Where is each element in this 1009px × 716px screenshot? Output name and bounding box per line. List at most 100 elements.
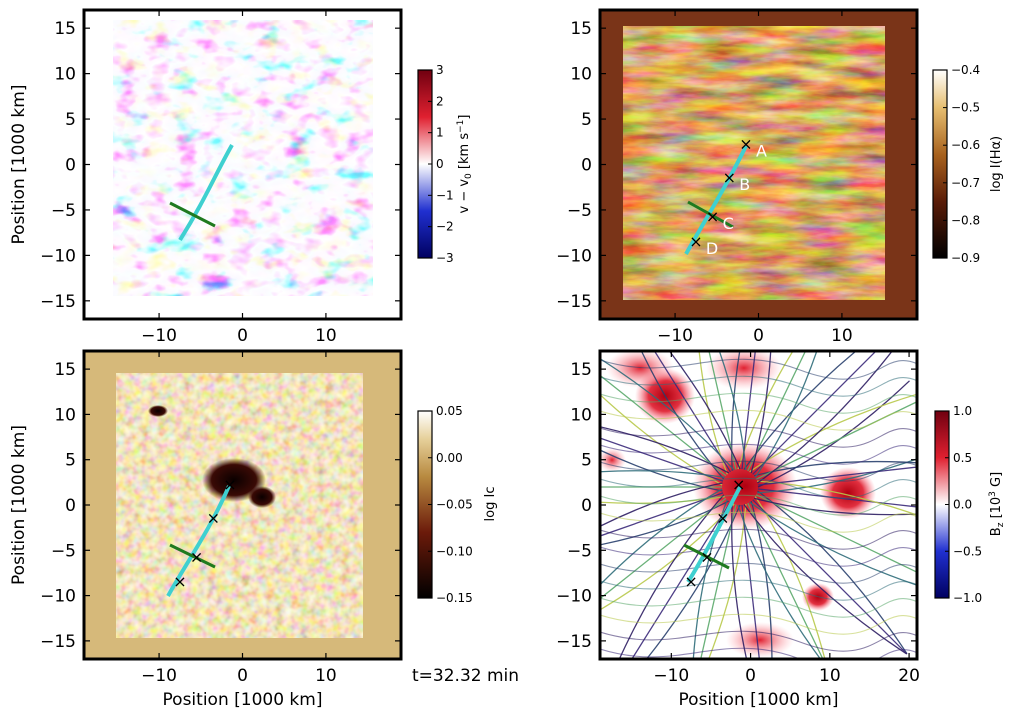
continuum-sunspot (202, 458, 266, 502)
y-tick-label: −10 (556, 246, 592, 266)
field-line (692, 499, 728, 659)
x-axis-label: Position [1000 km] (163, 690, 323, 710)
time-label: t=32.32 min (412, 666, 519, 686)
doppler-slit-line (178, 144, 234, 242)
field-line (640, 351, 725, 480)
colorbar-tick-label: 0.05 (436, 404, 463, 418)
colorbar-tick-label: 1.0 (953, 404, 972, 418)
x-tick-label: 10 (831, 326, 853, 346)
field-line (737, 504, 822, 659)
colorbar-tick-label: 3 (436, 63, 444, 77)
bz-colorbar: 1.0 0.5 0.0 −0.5 −1.0 Bz [103 G] (934, 404, 1006, 605)
continuum-axes: −10 0 10 15 10 5 0 −5 −10 −15 Position [1000 km] Po… (9, 351, 401, 710)
x-tick-label: −10 (653, 666, 689, 686)
x-tick-label: 10 (819, 666, 841, 686)
field-line (600, 545, 917, 567)
field-line (631, 501, 731, 659)
field-line (600, 596, 917, 618)
y-tick-label: 0 (581, 496, 592, 516)
field-line (750, 351, 772, 474)
doppler-cut-line (169, 201, 216, 228)
field-line (755, 494, 917, 573)
y-tick-label: −15 (556, 632, 592, 652)
slit-marker-cross: × (173, 572, 186, 591)
colorbar-tick-label: −1 (436, 188, 454, 202)
colorbar-tick-label: −0.7 (951, 176, 980, 190)
bz-slit-markers: ×××× (684, 475, 745, 591)
field-line (741, 351, 756, 470)
field-line (600, 579, 917, 601)
field-line (600, 460, 917, 482)
field-line (600, 495, 725, 504)
colorbar-tick-label: 0 (436, 157, 444, 171)
field-line (600, 449, 723, 492)
colorbar-tick-label: −0.9 (951, 251, 980, 265)
field-line (757, 490, 908, 655)
colorbar-tick-label: −0.8 (951, 213, 980, 227)
y-tick-label: 15 (570, 19, 592, 39)
x-tick-label: −10 (141, 326, 177, 346)
y-tick-label: −15 (556, 292, 592, 312)
colorbar-tick-label: −0.15 (436, 591, 473, 605)
slit-marker-label: B (739, 175, 750, 194)
y-tick-label: 0 (581, 156, 592, 176)
field-line (749, 501, 917, 586)
field-line (600, 503, 735, 611)
y-tick-label: 0 (65, 496, 76, 516)
field-line (757, 488, 917, 508)
slit-marker-label: A (756, 142, 767, 161)
colorbar-tick-label: 0.00 (436, 451, 463, 465)
field-line (600, 470, 725, 479)
x-tick-label: 0 (237, 666, 248, 686)
y-tick-label: 5 (581, 110, 592, 130)
slit-marker-cross: × (723, 168, 736, 187)
continuum-map-image (116, 373, 363, 638)
continuum-slit-markers: ×××× (173, 475, 236, 591)
y-tick-label: 10 (570, 405, 592, 425)
field-line (749, 393, 917, 473)
y-tick-label: 5 (65, 110, 76, 130)
continuum-colorbar-label: log Ic (483, 487, 498, 522)
colorbar-tick-label: −1.0 (953, 591, 982, 605)
y-tick-label: −5 (567, 201, 592, 221)
x-tick-label: 0 (745, 666, 756, 686)
field-line (600, 511, 917, 533)
y-tick-label: −10 (556, 587, 592, 607)
field-line (600, 357, 735, 471)
x-tick-label: −10 (657, 326, 693, 346)
y-tick-label: 10 (54, 405, 76, 425)
doppler-colorbar-label: v − v0 [km s−1] (456, 115, 474, 214)
slit-marker-label: D (706, 239, 718, 258)
field-line (731, 503, 748, 659)
x-tick-label: 10 (315, 666, 337, 686)
field-line (600, 426, 730, 474)
slit-marker-cross: × (689, 232, 702, 251)
field-line (754, 351, 818, 478)
y-tick-label: −5 (51, 201, 76, 221)
field-line (731, 351, 741, 471)
halpha-axes: −10 0 10 15 10 5 0 −5 −10 −15 (556, 10, 917, 346)
colorbar-tick-label: 2 (436, 94, 444, 108)
slit-marker-cross: × (732, 475, 745, 494)
colorbar-tick-label: 0.5 (953, 451, 972, 465)
y-tick-label: −5 (567, 541, 592, 561)
field-line (600, 437, 724, 482)
field-line (618, 494, 725, 659)
halpha-slit-line (684, 145, 748, 255)
field-line (600, 488, 723, 586)
field-line (600, 482, 723, 528)
y-tick-label: −5 (51, 541, 76, 561)
y-tick-label: −15 (40, 632, 76, 652)
bz-cut-line (683, 543, 730, 570)
field-line (747, 351, 807, 472)
slit-marker-label: C (723, 214, 734, 233)
x-tick-label: 0 (753, 326, 764, 346)
continuum-slit-line (166, 485, 231, 597)
slit-marker-cross: × (207, 509, 220, 528)
colorbar-tick-label: 0.0 (953, 498, 972, 512)
y-tick-label: 10 (570, 65, 592, 85)
colorbar-tick-label: −3 (436, 251, 454, 265)
